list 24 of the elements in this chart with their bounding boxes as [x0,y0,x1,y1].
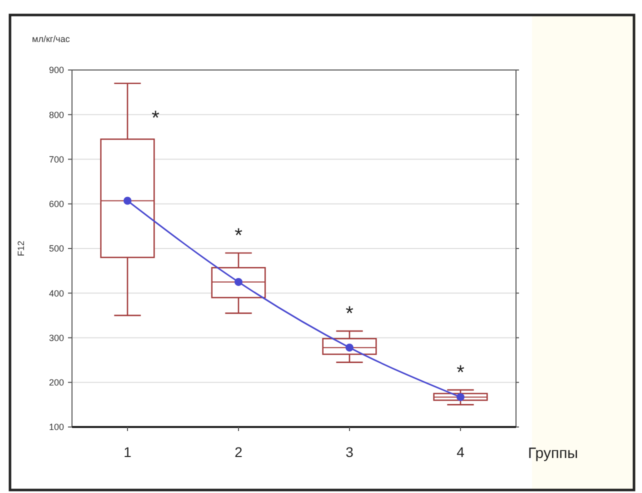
annotation: * [234,224,243,247]
annotation: * [346,303,354,326]
annotation: * [456,362,465,384]
x-tick-label: 2 [234,444,243,460]
x-tick-label: 3 [346,444,354,460]
x-tick-label: 1 [124,444,132,460]
text: мл/кг/час [32,34,70,44]
y-axis-title: F12 [16,240,26,256]
y-tick-label: 800 [48,110,64,120]
x-axis-title: Группы [528,445,578,462]
point [124,196,132,205]
y-tick-label: 900 [48,65,64,76]
y-tick-label: 600 [48,199,64,210]
x-tick-label: 4 [456,444,465,460]
point [346,344,354,352]
point [234,278,242,286]
y-tick-label: 700 [48,154,64,164]
y-tick-label: 500 [48,244,64,254]
point [456,393,464,402]
y-tick-label: 200 [48,378,64,388]
y-tick-label: 300 [48,332,64,343]
y-tick-label: 100 [48,422,64,432]
y-tick-label: 400 [48,288,64,298]
annotation: * [152,107,160,130]
